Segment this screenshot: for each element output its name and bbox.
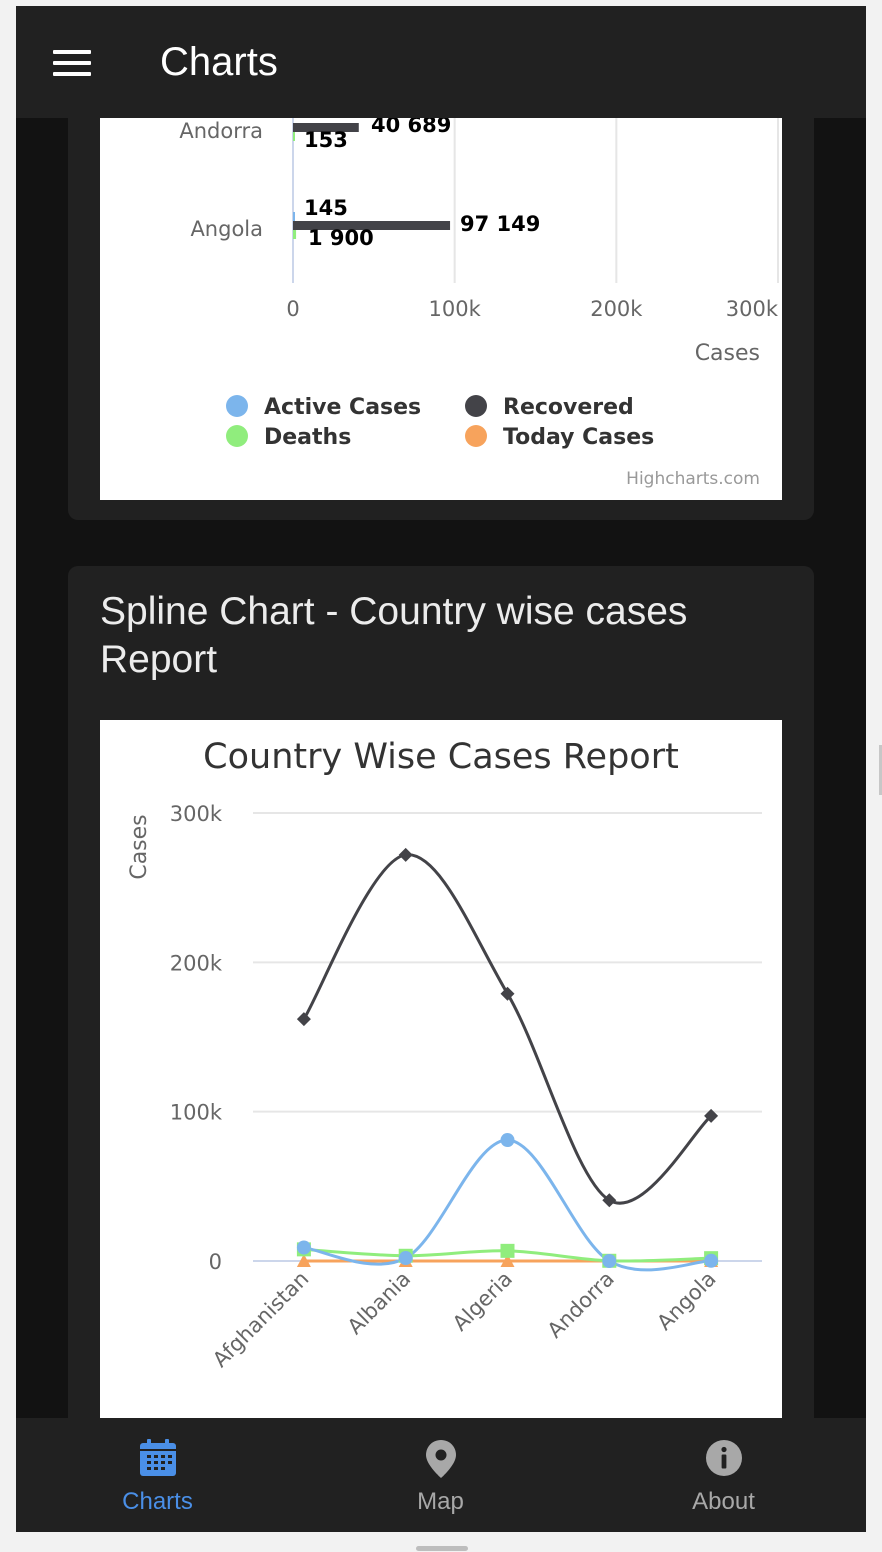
spline-x-tick-label: Andorra xyxy=(543,1267,619,1343)
legend-item: Active Cases xyxy=(264,395,421,420)
spline-y-tick-label: 0 xyxy=(209,1250,222,1274)
spline-y-tick-label: 100k xyxy=(170,1101,223,1125)
bar-x-tick-label: 100k xyxy=(429,297,482,321)
nav-item-map[interactable]: Map xyxy=(299,1418,582,1532)
nav-label-about: About xyxy=(692,1488,755,1515)
bar-data-label: 97 149 xyxy=(460,212,540,236)
spline-chart-svg: Country Wise Cases Report Cases 0 100k 200… xyxy=(127,737,762,1372)
bar-recovered xyxy=(293,221,451,230)
bar-deaths xyxy=(293,230,297,239)
bottom-navigation: Charts Map About xyxy=(16,1418,866,1532)
spline-marker xyxy=(398,1251,413,1266)
home-indicator xyxy=(416,1546,468,1551)
spline-x-tick-label: Angola xyxy=(652,1267,720,1335)
bar-data-label: 145 xyxy=(304,196,348,220)
spline-y-tick-label: 300k xyxy=(170,802,223,826)
calendar-icon xyxy=(139,1439,176,1476)
legend-marker xyxy=(226,425,248,447)
spline-marker xyxy=(500,1133,515,1148)
spline-section-title: Spline Chart - Country wise cases Report xyxy=(100,590,688,681)
spline-marker xyxy=(602,1254,617,1268)
spline-y-tick-label: 200k xyxy=(170,951,223,975)
bar-x-axis-title: Cases xyxy=(695,341,760,366)
map-pin-icon xyxy=(425,1440,456,1478)
legend-marker xyxy=(226,395,248,417)
bar-data-label: 40 689 xyxy=(371,118,451,137)
legend-item: Today Cases xyxy=(503,425,654,450)
app-bar: Charts xyxy=(16,6,866,118)
spline-marker xyxy=(500,1243,515,1258)
bar-recovered xyxy=(293,123,359,132)
legend-marker xyxy=(465,395,487,417)
bar-chart: Andorra Angola 40 689 153 145 97 149 1 900 0 1… xyxy=(100,118,782,500)
bar-deaths xyxy=(293,132,295,141)
app-screen: Andorra Angola 40 689 153 145 97 149 1 900 0 1… xyxy=(16,6,866,1532)
chart-credits[interactable]: Highcharts.com xyxy=(626,469,760,489)
nav-item-charts[interactable]: Charts xyxy=(16,1418,299,1532)
legend-marker xyxy=(465,425,487,447)
nav-item-about[interactable]: About xyxy=(582,1418,865,1532)
bar-chart-svg: Andorra Angola 40 689 153 145 97 149 1 900 0 1… xyxy=(179,118,779,489)
bar-category-label: Angola xyxy=(190,217,263,241)
bar-x-tick-label: 200k xyxy=(590,297,643,321)
spline-series-recovered xyxy=(302,853,713,1205)
spline-chart-title: Country Wise Cases Report xyxy=(203,737,679,777)
nav-label-map: Map xyxy=(417,1488,464,1515)
info-icon xyxy=(705,1440,742,1476)
spline-marker xyxy=(602,1193,617,1208)
spline-x-tick-label: Albania xyxy=(343,1267,415,1339)
nav-label-charts: Charts xyxy=(122,1488,193,1515)
page-title: Charts xyxy=(160,40,278,84)
scrollbar-thumb[interactable] xyxy=(879,745,882,795)
spline-y-axis-title: Cases xyxy=(127,814,152,879)
spline-marker xyxy=(296,1012,311,1027)
bar-data-label: 153 xyxy=(304,128,348,152)
legend-item: Recovered xyxy=(503,395,634,420)
spline-x-tick-label: Algeria xyxy=(448,1267,517,1336)
bar-x-tick-label: 0 xyxy=(286,297,299,321)
spline-marker xyxy=(296,1240,311,1255)
menu-icon[interactable] xyxy=(53,50,91,76)
spline-marker xyxy=(296,1254,311,1267)
bar-category-label: Andorra xyxy=(179,119,263,143)
spline-marker xyxy=(500,986,515,1001)
spline-marker xyxy=(398,847,413,862)
spline-marker xyxy=(704,1108,719,1123)
spline-x-tick-label: Afghanistan xyxy=(208,1267,313,1372)
bar-data-label: 1 900 xyxy=(308,226,374,250)
spline-chart: Country Wise Cases Report Cases 0 100k 200… xyxy=(100,720,782,1418)
bar-x-tick-label: 300k xyxy=(726,297,779,321)
spline-marker xyxy=(500,1254,515,1267)
spline-marker xyxy=(704,1253,719,1268)
bar-active-cases xyxy=(293,212,295,221)
legend-item: Deaths xyxy=(264,425,351,450)
